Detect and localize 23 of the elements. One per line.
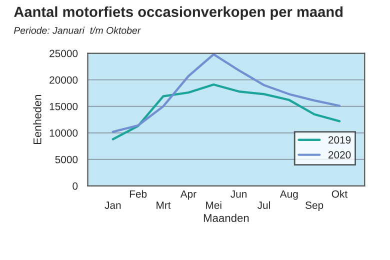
x-tick-label: Apr (180, 190, 196, 200)
x-tick-label: Jun (230, 190, 247, 198)
x-tick-label: Sep (306, 202, 324, 211)
x-tick-label: Okt (332, 190, 348, 198)
y-tick-label: 5000 (55, 156, 78, 164)
line-series (112, 53, 341, 133)
x-tick-label: Feb (130, 190, 147, 198)
x-tick-label: Mrt (156, 202, 171, 209)
chart-title: Aantal motorfiets occasionverkopen per maand (14, 6, 343, 20)
y-tick-label: 0 (72, 182, 78, 190)
x-tick-label: Jul (257, 201, 270, 209)
x-axis-title: Maanden (204, 214, 249, 222)
y-tick-label: 20000 (50, 76, 78, 84)
y-tick-label: 10000 (50, 129, 78, 137)
x-tick-label: Mei (206, 201, 222, 209)
x-tick-label: Jan (104, 202, 121, 209)
y-tick-label: 25000 (50, 50, 78, 58)
x-tick-label: Aug (280, 190, 298, 200)
chart-subtitle: Periode: Januari t/m Oktober (14, 26, 141, 34)
legend-label: 2019 (328, 136, 351, 144)
legend-label: 2020 (328, 151, 351, 159)
y-axis-title: Eenheden (33, 94, 42, 144)
y-tick-label: 15000 (50, 102, 78, 110)
